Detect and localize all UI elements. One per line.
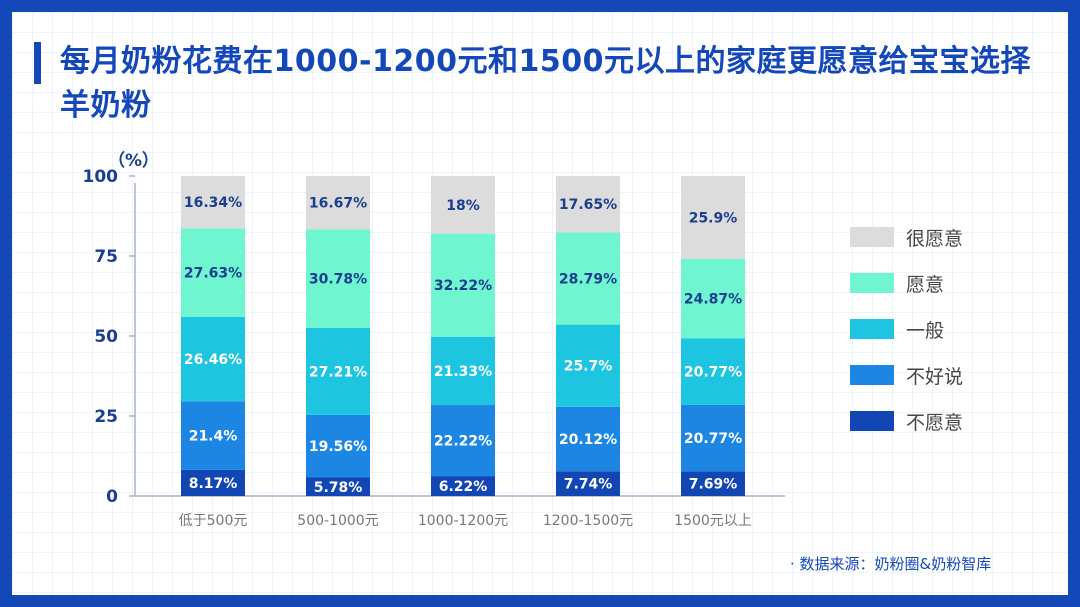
bar-segment <box>306 477 370 496</box>
y-tick-label: 75 <box>94 247 118 267</box>
y-axis-unit-label: （%） <box>108 150 159 171</box>
data-label: 19.56% <box>309 439 367 455</box>
data-label: 20.12% <box>559 432 617 448</box>
slide-frame <box>12 12 1068 595</box>
bar-segment <box>556 406 620 472</box>
data-label: 32.22% <box>434 278 492 294</box>
bar-segment <box>556 176 620 233</box>
chart-axes: 0 25 50 75 100 低于500元 500-1000元 1000-1200元 1200-… <box>83 167 785 529</box>
data-label: 16.67% <box>309 196 367 212</box>
y-tick-label: 0 <box>106 487 118 507</box>
bar-segment <box>181 401 245 470</box>
y-tick-label: 50 <box>94 327 118 347</box>
bar-segment <box>431 176 495 234</box>
y-tick-label: 100 <box>83 167 119 187</box>
data-label: 5.78% <box>314 480 363 496</box>
bar-segment <box>431 404 495 477</box>
bar-segment <box>181 316 245 402</box>
bar-segment <box>306 229 370 328</box>
legend-swatch <box>850 365 894 385</box>
legend-label: 一般 <box>906 319 945 342</box>
bar-segment <box>556 471 620 496</box>
data-label: 17.65% <box>559 197 617 213</box>
data-label: 16.34% <box>184 195 242 211</box>
x-tick-label: 1500元以上 <box>674 513 752 529</box>
bar-segment <box>681 404 745 472</box>
data-label: 18% <box>446 198 480 214</box>
data-label: 21.4% <box>189 429 238 445</box>
bar-segment <box>681 176 745 259</box>
data-label: 22.22% <box>434 434 492 450</box>
bar-segment <box>431 233 495 337</box>
legend-swatch <box>850 273 894 293</box>
bar-segment <box>181 176 245 229</box>
data-label: 8.17% <box>189 476 238 492</box>
bar-segment <box>181 228 245 317</box>
x-tick-label: 500-1000元 <box>297 513 378 529</box>
data-label: 25.9% <box>689 210 738 226</box>
bar-segment <box>306 327 370 415</box>
legend-item: 一般 <box>850 306 963 352</box>
bar-segment <box>556 232 620 325</box>
bar-segment <box>681 338 745 405</box>
bar-segment <box>431 476 495 496</box>
bar-segment <box>431 336 495 405</box>
data-label: 20.77% <box>684 365 742 381</box>
legend-swatch <box>850 227 894 247</box>
data-label: 20.77% <box>684 431 742 447</box>
bar-segment <box>306 414 370 478</box>
legend-label: 很愿意 <box>906 227 964 250</box>
legend-label: 不愿意 <box>906 411 964 434</box>
data-label: 28.79% <box>559 272 617 288</box>
data-label: 25.7% <box>564 359 613 375</box>
bar-segment <box>181 469 245 496</box>
y-tick-label: 25 <box>94 407 118 427</box>
bar-segment <box>556 324 620 407</box>
chart-legend: 很愿意愿意一般不好说不愿意 <box>850 214 963 444</box>
data-label: 21.33% <box>434 364 492 380</box>
x-tick-label: 1200-1500元 <box>543 513 633 529</box>
data-label: 26.46% <box>184 352 242 368</box>
legend-item: 不愿意 <box>850 398 963 444</box>
legend-item: 不好说 <box>850 352 963 398</box>
chart-bars: 8.17% 21.4% 26.46% 27.63% 16.34% 5.78% 19.56% 2… <box>181 176 745 496</box>
data-label: 27.21% <box>309 364 367 380</box>
legend-swatch <box>850 319 894 339</box>
data-label: 6.22% <box>439 479 488 495</box>
title-accent-bar <box>34 42 41 84</box>
legend-label: 愿意 <box>906 273 945 296</box>
bar-segment <box>306 176 370 230</box>
legend-label: 不好说 <box>906 365 964 388</box>
page-title: 每月奶粉花费在1000-1200元和1500元以上的家庭更愿意给宝宝选择羊奶粉 <box>60 44 1031 123</box>
data-source-note: · 数据来源：奶粉圈&奶粉智库 <box>790 555 992 573</box>
legend-item: 很愿意 <box>850 214 963 260</box>
data-label: 7.69% <box>689 477 738 493</box>
data-label: 30.78% <box>309 272 367 288</box>
x-tick-label: 1000-1200元 <box>418 513 508 529</box>
legend-item: 愿意 <box>850 260 963 306</box>
bar-segment <box>681 471 745 496</box>
data-label: 27.63% <box>184 265 242 281</box>
legend-swatch <box>850 411 894 431</box>
data-label: 24.87% <box>684 292 742 308</box>
data-label: 7.74% <box>564 477 613 493</box>
bar-segment <box>681 258 745 339</box>
x-tick-label: 低于500元 <box>179 513 248 529</box>
